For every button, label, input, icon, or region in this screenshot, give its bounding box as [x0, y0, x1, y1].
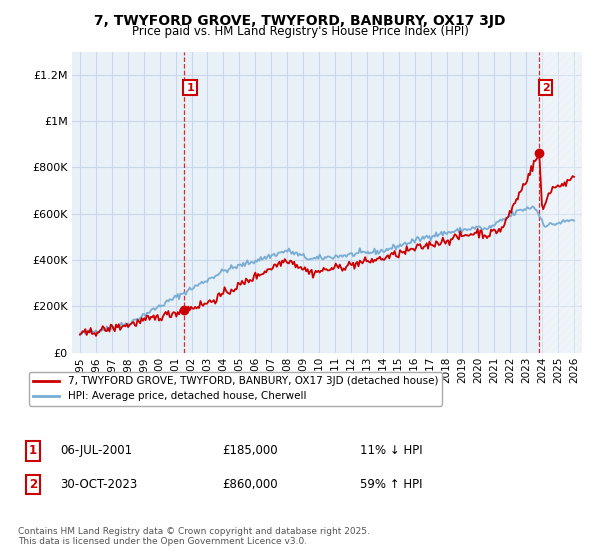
Text: 30-OCT-2023: 30-OCT-2023 [60, 478, 137, 491]
Text: 2: 2 [542, 83, 550, 92]
Text: Price paid vs. HM Land Registry's House Price Index (HPI): Price paid vs. HM Land Registry's House … [131, 25, 469, 38]
Text: 2: 2 [29, 478, 37, 491]
Text: 1: 1 [186, 83, 194, 92]
Text: £185,000: £185,000 [222, 444, 278, 458]
Bar [539, 52, 582, 353]
Text: 59% ↑ HPI: 59% ↑ HPI [360, 478, 422, 491]
Text: 06-JUL-2001: 06-JUL-2001 [60, 444, 132, 458]
Text: 1: 1 [29, 444, 37, 458]
Text: 11% ↓ HPI: 11% ↓ HPI [360, 444, 422, 458]
Text: £860,000: £860,000 [222, 478, 278, 491]
Legend: 7, TWYFORD GROVE, TWYFORD, BANBURY, OX17 3JD (detached house), HPI: Average pric: 7, TWYFORD GROVE, TWYFORD, BANBURY, OX17… [29, 372, 442, 405]
Text: Contains HM Land Registry data © Crown copyright and database right 2025.
This d: Contains HM Land Registry data © Crown c… [18, 526, 370, 546]
Text: 7, TWYFORD GROVE, TWYFORD, BANBURY, OX17 3JD: 7, TWYFORD GROVE, TWYFORD, BANBURY, OX17… [94, 14, 506, 28]
